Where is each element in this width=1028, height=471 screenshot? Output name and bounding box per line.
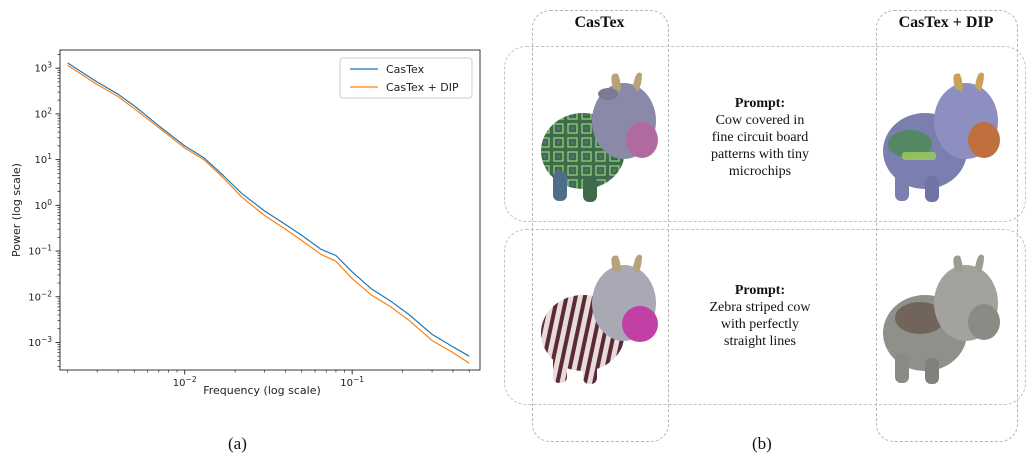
legend: CasTex CasTex + DIP	[339, 57, 473, 99]
y-tick-label: 103	[34, 61, 52, 75]
y-tick-label: 10−3	[28, 335, 52, 349]
x-axis-label: Frequency (log scale)	[203, 384, 321, 397]
prompt-line: with perfectly	[720, 317, 800, 332]
row-frame-zebra	[504, 229, 1026, 405]
prompt-line: fine circuit board	[711, 130, 809, 145]
prompt-title: Prompt:	[734, 283, 786, 298]
legend-label-castex-dip: CasTex + DIP	[386, 81, 459, 94]
prompt-line: Cow covered in	[715, 113, 805, 128]
cow-render-castex-dip-zebra	[883, 254, 1000, 384]
x-tick-label: 10−1	[340, 375, 364, 389]
legend-label-castex: CasTex	[386, 63, 425, 76]
column-title-castex: CasTex	[574, 14, 625, 31]
legend-box	[339, 57, 473, 99]
y-tick-label: 10−1	[28, 244, 52, 258]
prompt-zebra: Prompt: Zebra striped cow with perfectly…	[685, 282, 835, 350]
y-tick-label: 100	[34, 198, 52, 212]
y-axis-label: Power (log scale)	[10, 163, 23, 257]
y-tick-label: 101	[34, 152, 52, 166]
caption-a: (a)	[228, 434, 247, 453]
row-frame-circuit	[504, 46, 1026, 222]
prompt-line: straight lines	[724, 334, 796, 349]
power-spectrum-chart: 10−2 10−1 103 102 101 100 10−1 10−2 10−3 Frequen…	[10, 49, 481, 397]
prompt-title: Prompt:	[734, 96, 786, 111]
prompt-circuit: Prompt: Cow covered in fine circuit boar…	[685, 95, 835, 180]
column-frame-castex-dip	[876, 10, 1018, 442]
series-line-castex-dip	[67, 64, 470, 364]
column-frame-castex	[532, 10, 669, 442]
prompt-line: patterns with tiny	[711, 147, 809, 162]
series-line-castex	[67, 62, 470, 357]
y-tick-label: 10−2	[28, 289, 52, 303]
comparison-panel: CasTex CasTex + DIP Prompt: Cow covered …	[500, 0, 1028, 471]
column-title-castex-dip: CasTex + DIP	[898, 14, 994, 31]
prompt-line: microchips	[728, 164, 792, 179]
prompt-line: Zebra striped cow	[709, 300, 811, 315]
y-tick-label: 102	[34, 106, 52, 120]
cow-render-castex-circuit	[541, 72, 658, 202]
cow-render-castex-zebra	[541, 254, 658, 384]
x-tick-label: 10−2	[173, 375, 197, 389]
cow-render-castex-dip-circuit	[883, 72, 1000, 202]
caption-b: (b)	[752, 434, 772, 453]
